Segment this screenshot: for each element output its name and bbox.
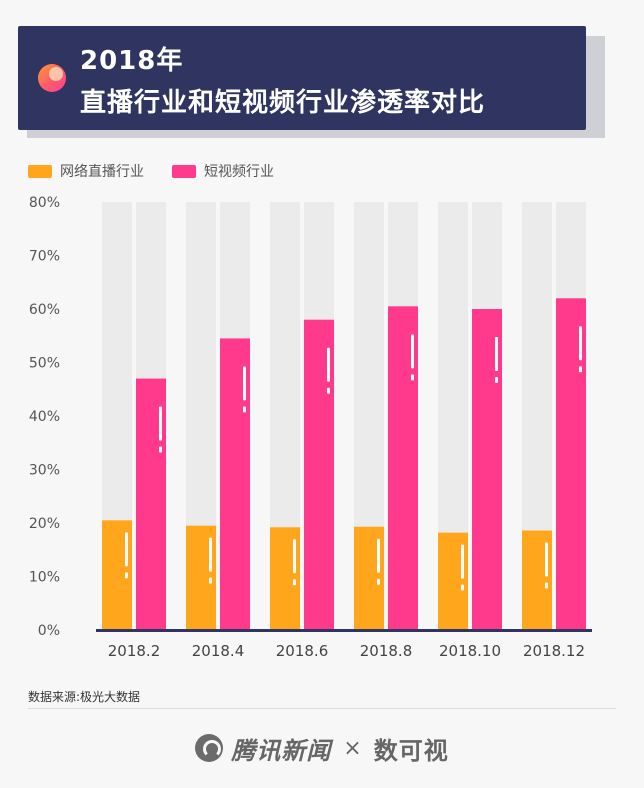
title-banner: 2018年 直播行业和短视频行业渗透率对比 <box>18 26 586 130</box>
bar-highlight <box>209 577 212 584</box>
bar-highlight <box>327 387 330 394</box>
brand-separator: × <box>343 735 362 761</box>
bar-highlight <box>293 539 296 574</box>
y-tick-label: 20% <box>29 516 60 532</box>
y-tick-label: 60% <box>29 302 60 318</box>
footer-branding: 腾讯新闻 × 数可视 <box>0 728 644 768</box>
y-tick-label: 10% <box>29 570 60 586</box>
bar-highlight <box>327 347 330 382</box>
brand-shukeshi: 数可视 <box>373 736 449 765</box>
x-tick-label: 2018.10 <box>439 642 501 660</box>
legend: 网络直播行业 短视频行业 <box>28 160 302 182</box>
y-tick-label: 80% <box>29 195 60 211</box>
legend-label-short-video: 短视频行业 <box>204 164 274 180</box>
y-tick-label: 0% <box>38 623 60 639</box>
title-dot-icon <box>38 64 66 92</box>
bar-highlight <box>293 579 296 586</box>
bar-highlight <box>209 537 212 572</box>
bar-highlight <box>545 582 548 589</box>
bar-highlight <box>125 572 128 579</box>
bar-highlight <box>461 544 464 579</box>
bar-highlight <box>159 446 162 453</box>
data-source: 数据来源:极光大数据 <box>28 690 141 704</box>
bar-highlight <box>545 542 548 577</box>
x-tick-label: 2018.4 <box>192 642 245 660</box>
y-tick-label: 70% <box>29 249 60 265</box>
tencent-news-logo-icon <box>195 734 224 762</box>
bar-highlight <box>411 374 414 381</box>
bar-highlight <box>411 334 414 369</box>
bar-highlight <box>159 406 162 441</box>
x-tick-label: 2018.6 <box>276 642 329 660</box>
bar-highlight <box>579 366 582 373</box>
x-tick-label: 2018.12 <box>523 642 585 660</box>
legend-label-live: 网络直播行业 <box>60 164 144 180</box>
legend-swatch-short-video <box>172 164 196 178</box>
x-tick-label: 2018.2 <box>108 642 161 660</box>
bar-highlight <box>495 377 498 383</box>
x-axis-line <box>96 629 592 632</box>
bar-highlight <box>243 406 246 413</box>
x-tick-label: 2018.8 <box>360 642 413 660</box>
bar-highlight <box>461 584 464 591</box>
chart-title-line2: 直播行业和短视频行业渗透率对比 <box>80 88 486 118</box>
brand-tencent-news: 腾讯新闻 <box>231 736 332 765</box>
y-tick-label: 40% <box>29 409 60 425</box>
bar-highlight <box>243 366 246 401</box>
bar-chart: 0% 10% 20% 30% 40% 50% 60% 70% 80% 2018.2 2018.4 20… <box>29 195 592 660</box>
y-tick-label: 30% <box>29 463 60 479</box>
legend-swatch-live <box>28 164 52 178</box>
bar-highlight <box>579 326 582 361</box>
y-tick-label: 50% <box>29 356 60 372</box>
bar-highlight <box>495 337 498 371</box>
legend-item-short-video: 短视频行业 <box>172 161 274 181</box>
bar-highlight <box>377 538 380 573</box>
bar-highlight <box>125 532 128 567</box>
bar-highlight <box>377 578 380 585</box>
chart-title-line1: 2018年 <box>80 46 184 76</box>
footer-divider <box>28 708 616 709</box>
legend-item-live: 网络直播行业 <box>28 161 144 181</box>
